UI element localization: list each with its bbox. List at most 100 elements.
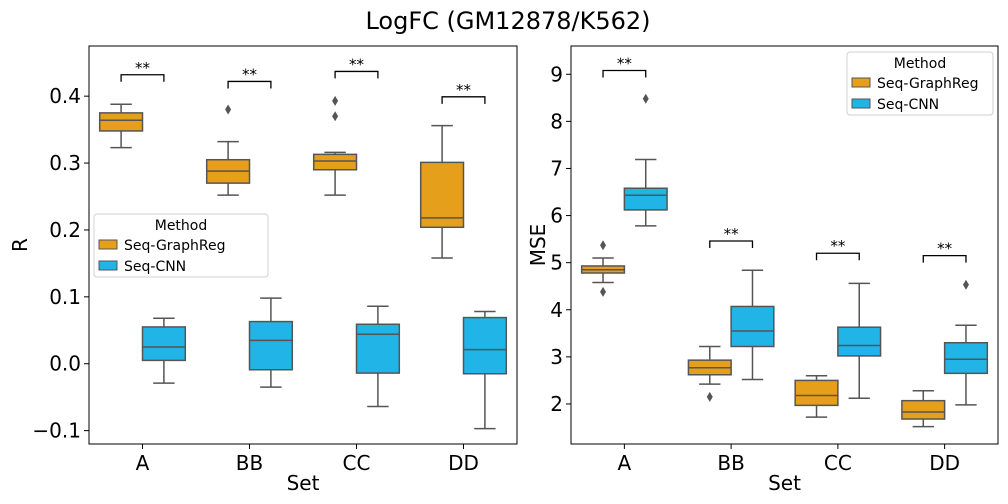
outlier-point (600, 286, 607, 297)
y-tick-label: −0.1 (32, 419, 81, 443)
outlier-point (962, 279, 969, 290)
plot-area-mse (570, 45, 999, 445)
box-seq-cnn-cc (355, 305, 401, 408)
x-tick-label: DD (448, 451, 479, 475)
x-tick-label: CC (343, 451, 371, 475)
significance-label: ** (456, 81, 472, 99)
y-axis-label-mse: MSE (526, 224, 550, 267)
x-tick-label: A (136, 451, 150, 475)
x-axis-label-r: Set (287, 471, 320, 495)
box-iqr (248, 320, 294, 371)
box-seq-graphreg-dd (901, 390, 946, 428)
significance-label: ** (830, 237, 846, 255)
y-tick-label: 0.3 (49, 151, 81, 175)
box-seq-graphreg-bb (205, 104, 251, 196)
y-tick-label: 9 (550, 62, 563, 86)
x-tick-label: DD (929, 451, 960, 475)
y-tick-label: 4 (550, 298, 563, 322)
y-tick-label: 2 (550, 392, 563, 416)
outlier-point (332, 95, 339, 106)
box-iqr (623, 187, 668, 211)
box-seq-cnn-dd (943, 279, 989, 406)
boxes-r (98, 95, 508, 430)
legend-r: Method Seq-GraphReg Seq-CNN (93, 213, 269, 278)
box-iqr (312, 153, 358, 171)
significance-label: ** (242, 65, 258, 83)
significance-mse: ** ** ** ** (602, 54, 967, 263)
y-tick-label: 0.2 (49, 218, 81, 242)
x-tick-label: A (618, 451, 632, 475)
box-iqr (141, 326, 187, 362)
x-tick-label: BB (717, 451, 744, 475)
legend-swatch-graphreg (98, 239, 118, 250)
plot-area-r (88, 45, 518, 445)
boxes-mse (580, 93, 989, 428)
y-axis-mse: 2 3 4 5 6 7 8 9 (550, 62, 571, 416)
legend-swatch-graphreg (851, 77, 871, 88)
box-iqr (419, 161, 465, 229)
x-tick-label: CC (824, 451, 852, 475)
box-seq-graphreg-a (580, 240, 626, 297)
box-seq-graphreg-bb (687, 345, 732, 402)
legend-swatch-cnn (98, 260, 118, 271)
legend-label-cnn: Seq-CNN (124, 259, 186, 275)
y-tick-label: 0.0 (49, 352, 81, 376)
y-tick-label: 6 (550, 204, 563, 228)
significance-label: ** (617, 54, 633, 72)
x-axis-mse: A BB CC DD (618, 444, 960, 475)
legend-label-graphreg: Seq-GraphReg (877, 76, 979, 92)
significance-bracket (441, 96, 486, 104)
box-iqr (730, 305, 775, 348)
legend-title: Method (894, 56, 947, 72)
y-axis-r: −0.1 0.0 0.1 0.2 0.3 0.4 (32, 84, 89, 443)
box-iqr (355, 323, 401, 374)
box-iqr (943, 341, 989, 375)
y-axis-label-r: R (8, 238, 32, 252)
significance-r: ** ** ** ** (120, 55, 486, 104)
box-seq-cnn-bb (730, 269, 775, 381)
legend-title: Method (155, 218, 208, 234)
legend-label-cnn: Seq-CNN (877, 97, 939, 113)
box-seq-cnn-dd (462, 310, 508, 430)
figure-title: LogFC (GM12878/K562) (365, 7, 650, 35)
outlier-point (600, 240, 607, 251)
significance-bracket (709, 240, 754, 248)
outlier-point (225, 104, 232, 115)
box-iqr (462, 316, 508, 375)
y-tick-label: 7 (550, 156, 563, 180)
legend-mse: Method Seq-GraphReg Seq-CNN (846, 51, 994, 116)
significance-label: ** (135, 59, 151, 77)
outlier-point (332, 111, 339, 122)
significance-label: ** (349, 55, 365, 73)
significance-bracket (815, 252, 860, 261)
box-iqr (794, 379, 839, 407)
box-seq-graphreg-a (98, 103, 144, 149)
x-tick-label: BB (236, 451, 263, 475)
box-iqr (901, 399, 946, 420)
y-tick-label: 0.4 (49, 84, 81, 108)
box-iqr (837, 326, 882, 357)
box-seq-cnn-cc (837, 282, 882, 400)
legend-swatch-cnn (851, 98, 871, 109)
outlier-point (706, 391, 713, 402)
box-seq-graphreg-dd (419, 124, 465, 259)
significance-bracket (227, 80, 272, 89)
significance-bracket (922, 254, 967, 263)
y-tick-label: 5 (550, 251, 563, 275)
legend-label-graphreg: Seq-GraphReg (124, 238, 226, 254)
y-tick-label: 8 (550, 109, 563, 133)
y-tick-label: 0.1 (49, 285, 81, 309)
x-axis-r: A BB CC DD (136, 444, 479, 475)
x-axis-label-mse: Set (768, 471, 801, 495)
significance-bracket (120, 74, 165, 82)
significance-bracket (334, 70, 379, 79)
panel-mse: 2 3 4 5 6 7 8 9 A BB CC DD ** ** ** ** Set MSE Method… (526, 45, 999, 495)
box-seq-graphreg-cc (312, 95, 358, 196)
significance-label: ** (937, 240, 953, 258)
y-tick-label: 3 (550, 345, 563, 369)
legend-frame (846, 51, 994, 116)
outlier-point (642, 93, 649, 104)
significance-bracket (602, 69, 647, 78)
box-seq-cnn-a (141, 317, 187, 384)
